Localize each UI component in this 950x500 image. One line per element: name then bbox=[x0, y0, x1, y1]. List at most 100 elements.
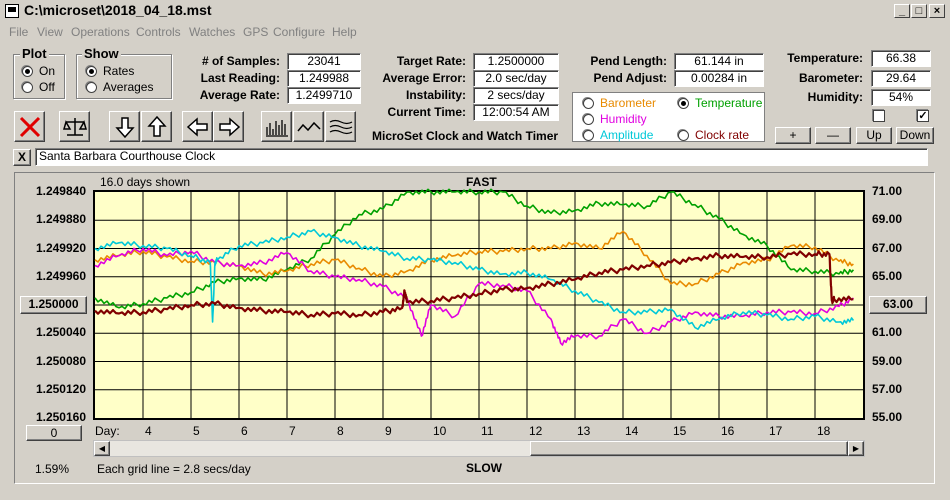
multi-line-icon bbox=[329, 119, 353, 135]
current-time-label: Current Time: bbox=[387, 105, 466, 119]
plot-off-label[interactable]: Off bbox=[39, 80, 55, 94]
x-tick-label: 14 bbox=[625, 424, 639, 438]
arrow-right-icon bbox=[219, 117, 241, 137]
x-tick-label: 4 bbox=[145, 424, 152, 438]
minimize-button[interactable]: _ bbox=[894, 4, 910, 18]
temperature-option-label[interactable]: Temperature bbox=[695, 96, 763, 110]
show-rates-label[interactable]: Rates bbox=[103, 64, 135, 78]
scroll-right-button[interactable]: ▶ bbox=[848, 441, 864, 456]
clock-rate-radio[interactable] bbox=[678, 130, 689, 141]
bar-graph-button[interactable] bbox=[261, 111, 292, 142]
x-tick-label: 10 bbox=[433, 424, 447, 438]
menu-controls[interactable]: Controls bbox=[136, 25, 181, 39]
y-right-tick-label: 69.00 bbox=[872, 212, 903, 227]
arrow-right-button[interactable] bbox=[213, 111, 244, 142]
menu-file[interactable]: File bbox=[9, 25, 29, 39]
amplitude-radio[interactable] bbox=[583, 130, 594, 141]
avg-error-field: 2.0 sec/day bbox=[473, 70, 559, 87]
horizontal-scrollbar[interactable]: ◀ ▶ bbox=[93, 440, 865, 457]
bar-graph-icon bbox=[266, 120, 288, 137]
menu-watches[interactable]: Watches bbox=[189, 25, 236, 39]
scroll-left-button[interactable]: ◀ bbox=[94, 441, 110, 456]
bottom-left-button[interactable]: 0 bbox=[26, 425, 82, 441]
day-axis-label: Day: bbox=[95, 424, 120, 438]
left-axis-button[interactable]: 1.250000 bbox=[20, 296, 87, 314]
grid-note-label: Each grid line = 2.8 secs/day bbox=[97, 462, 251, 476]
y-right-tick-label: 65.00 bbox=[872, 268, 903, 283]
menu-gps[interactable]: GPS bbox=[243, 25, 269, 39]
plot-on-label[interactable]: On bbox=[39, 64, 56, 78]
x-tick-label: 16 bbox=[721, 424, 735, 438]
x-tick-label: 17 bbox=[769, 424, 783, 438]
menu-configure[interactable]: Configure bbox=[273, 25, 326, 39]
fast-label: FAST bbox=[466, 175, 497, 189]
scroll-thumb[interactable] bbox=[530, 441, 848, 456]
y-left-tick-label: 1.249880 bbox=[35, 212, 86, 227]
line-graph-icon bbox=[297, 121, 321, 132]
up-button[interactable]: Up bbox=[856, 127, 892, 144]
show-averages-label[interactable]: Averages bbox=[103, 80, 154, 94]
amplitude-option-label[interactable]: Amplitude bbox=[600, 128, 654, 142]
x-tick-label: 6 bbox=[241, 424, 248, 438]
barometer-radio[interactable] bbox=[583, 98, 594, 109]
avg-rate-label: Average Rate: bbox=[199, 88, 280, 102]
down-button[interactable]: Down bbox=[896, 127, 934, 144]
maximize-button[interactable]: □ bbox=[911, 4, 927, 18]
clear-name-button[interactable]: X bbox=[13, 149, 31, 166]
app-icon bbox=[5, 4, 19, 18]
chart-series bbox=[94, 188, 855, 346]
balance-button[interactable] bbox=[59, 111, 90, 142]
plot-group-label: Plot bbox=[20, 46, 49, 61]
sensor-select-panel bbox=[572, 92, 765, 142]
show-averages-radio[interactable] bbox=[86, 82, 97, 93]
left-checkbox[interactable] bbox=[873, 110, 885, 122]
stop-button[interactable] bbox=[14, 111, 45, 142]
right-axis-button[interactable]: 63.00 bbox=[869, 296, 927, 314]
plus-button[interactable]: + bbox=[775, 127, 811, 144]
y-right-tick-label: 55.00 bbox=[872, 410, 903, 424]
clock-name-field[interactable]: Santa Barbara Courthouse Clock bbox=[35, 148, 928, 166]
y-right-tick-label: 57.00 bbox=[872, 381, 903, 396]
barometer-label: Barometer: bbox=[798, 71, 863, 85]
plot-on-radio[interactable] bbox=[22, 66, 33, 77]
plot-off-radio[interactable] bbox=[22, 82, 33, 93]
y-left-tick-label: 1.249960 bbox=[35, 268, 86, 283]
arrow-up-button[interactable] bbox=[141, 111, 172, 142]
series-line-temperature bbox=[94, 188, 855, 310]
temperature-radio[interactable] bbox=[678, 98, 689, 109]
y-left-tick-label: 1.249920 bbox=[35, 240, 86, 255]
multi-line-button[interactable] bbox=[325, 111, 356, 142]
barometer-option-label[interactable]: Barometer bbox=[600, 96, 657, 110]
series-line-clock_rate bbox=[94, 250, 854, 319]
x-tick-label: 8 bbox=[337, 424, 344, 438]
menu-help[interactable]: Help bbox=[332, 25, 357, 39]
samples-field: 23041 bbox=[287, 53, 361, 70]
arrow-down-button[interactable] bbox=[109, 111, 140, 142]
plot-frame bbox=[14, 172, 935, 484]
target-rate-field[interactable]: 1.2500000 bbox=[473, 53, 559, 70]
pend-length-field[interactable]: 61.144 in bbox=[674, 53, 764, 70]
title-bar: C:\microset\2018_04_18.mst _ □ × bbox=[0, 0, 950, 22]
window-title: C:\microset\2018_04_18.mst bbox=[24, 2, 212, 18]
series-line-barometer bbox=[94, 230, 854, 288]
samples-label: # of Samples: bbox=[201, 54, 280, 68]
days-shown-label: 16.0 days shown bbox=[100, 175, 191, 189]
arrow-left-icon bbox=[186, 117, 208, 137]
y-right-tick-label: 61.00 bbox=[872, 325, 903, 340]
right-checkbox[interactable]: ✓ bbox=[917, 110, 929, 122]
y-right-tick-label: 59.00 bbox=[872, 353, 903, 368]
x-tick-label: 9 bbox=[385, 424, 392, 438]
line-graph-button[interactable] bbox=[293, 111, 324, 142]
menu-view[interactable]: View bbox=[37, 25, 63, 39]
humidity-option-label[interactable]: Humidity bbox=[600, 112, 647, 126]
humidity-radio[interactable] bbox=[583, 114, 594, 125]
clock-rate-option-label[interactable]: Clock rate bbox=[695, 128, 750, 142]
minus-button[interactable]: — bbox=[815, 127, 851, 144]
show-rates-radio[interactable] bbox=[86, 66, 97, 77]
percent-label: 1.59% bbox=[35, 462, 70, 476]
close-window-button[interactable]: × bbox=[929, 4, 945, 18]
y-left-tick-label: 1.250160 bbox=[35, 410, 86, 424]
arrow-left-button[interactable] bbox=[182, 111, 213, 142]
menu-operations[interactable]: Operations bbox=[71, 25, 130, 39]
